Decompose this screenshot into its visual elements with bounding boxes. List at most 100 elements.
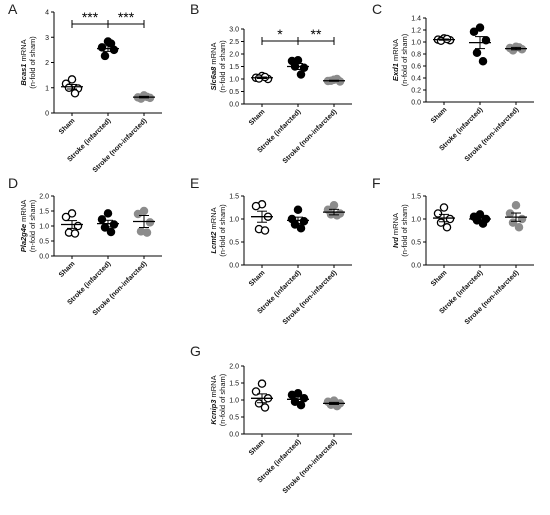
y-tick-label: 0.0 <box>39 254 49 261</box>
data-point <box>514 223 524 232</box>
y-axis-label-line2: (n-fold of sham) <box>400 204 409 257</box>
y-axis-label-unit: mRNA <box>209 207 218 231</box>
y-tick-label: 1.2 <box>411 28 421 35</box>
panel-letter: A <box>8 1 18 17</box>
y-axis-label-line2: (n-fold of sham) <box>28 36 37 89</box>
data-point <box>511 200 521 210</box>
panel-letter: F <box>372 175 381 191</box>
data-point <box>299 394 309 403</box>
x-tick-label: Sham <box>248 108 266 126</box>
y-tick-label: 0.2 <box>411 88 421 95</box>
y-axis-label-gene: Pla2g4e <box>19 224 28 252</box>
y-tick-label: 0.5 <box>39 239 49 246</box>
y-tick-label: 1.5 <box>229 64 239 71</box>
y-axis-label: Pla2g4e mRNA(n-fold of sham) <box>19 199 37 252</box>
data-point <box>436 218 446 227</box>
data-point <box>145 218 155 227</box>
data-point <box>329 200 339 210</box>
y-tick-label: 2.5 <box>229 39 239 46</box>
data-point <box>61 212 71 222</box>
panel-letter: C <box>372 1 382 17</box>
y-axis-label-gene: Kcnip3 <box>209 399 218 425</box>
y-axis-label: Bcas1 mRNA(n-fold of sham) <box>19 36 37 89</box>
y-tick-label: 0.0 <box>411 263 421 270</box>
data-point <box>100 51 110 61</box>
y-tick-label: 1.0 <box>411 217 421 224</box>
y-tick-label: 2 <box>45 60 49 67</box>
y-axis-label-line2: (n-fold of sham) <box>218 40 227 93</box>
data-point <box>109 220 119 229</box>
data-point <box>97 215 107 224</box>
y-axis-label-gene: Ivd <box>391 237 400 248</box>
y-tick-label: 0.0 <box>229 432 239 439</box>
x-tick-label: Sham <box>248 438 266 456</box>
y-axis-label-gene: Bcas1 <box>19 64 28 86</box>
y-tick-label: 1.0 <box>229 217 239 224</box>
y-axis-label: Ivd mRNA(n-fold of sham) <box>391 204 409 257</box>
y-tick-label: 0.6 <box>411 64 421 71</box>
data-point <box>475 23 485 32</box>
data-point <box>70 89 80 98</box>
y-axis-label: Kcnip3 mRNA(n-fold of sham) <box>209 373 227 426</box>
y-axis-label-unit: mRNA <box>209 43 218 67</box>
y-axis-label-line2: (n-fold of sham) <box>400 33 409 86</box>
significance-label: *** <box>82 9 99 25</box>
data-point <box>67 75 77 84</box>
y-tick-label: 1 <box>45 85 49 92</box>
y-axis-label-unit: mRNA <box>391 39 400 63</box>
y-tick-label: 0.4 <box>411 76 421 83</box>
panel-g: G Kcnip3 mRNA(n-fold of sham)0.0 0.5 1.0 1.5… <box>190 343 352 495</box>
significance-label: ** <box>311 26 322 42</box>
data-point <box>296 70 306 79</box>
x-tick-label: Sham <box>430 106 448 124</box>
y-axis-label-line2: (n-fold of sham) <box>218 204 227 257</box>
y-tick-label: 0.5 <box>229 240 239 247</box>
y-axis-label: Slc6a8 mRNA(n-fold of sham) <box>209 40 227 93</box>
data-point <box>97 43 107 52</box>
data-point <box>293 205 303 215</box>
data-point <box>133 209 143 219</box>
data-point <box>70 229 80 238</box>
data-point <box>67 209 77 218</box>
data-point <box>299 63 309 73</box>
y-tick-label: 3.0 <box>229 27 239 34</box>
x-tick-label: Sham <box>430 269 448 287</box>
data-point <box>103 209 113 218</box>
y-tick-label: 1.0 <box>229 77 239 84</box>
data-point <box>251 387 261 396</box>
data-point <box>106 227 116 237</box>
significance-label: *** <box>118 9 135 25</box>
data-point <box>257 379 267 388</box>
data-point <box>251 201 261 211</box>
y-axis-label-gene: Slc6a8 <box>209 66 218 91</box>
data-point <box>442 223 452 232</box>
data-point <box>142 228 152 237</box>
panel-letter: G <box>190 343 201 359</box>
y-tick-label: 1.4 <box>411 16 421 23</box>
y-tick-label: 1.5 <box>39 209 49 216</box>
panel-e: E Lcmt2 mRNA(n-fold of sham)0.0 0.5 1.0 1.5 S… <box>190 175 352 326</box>
y-axis-label-line2: (n-fold of sham) <box>28 199 37 252</box>
y-axis-label: Exd1 mRNA(n-fold of sham) <box>391 33 409 86</box>
y-axis-label-unit: mRNA <box>19 200 28 224</box>
data-point <box>299 217 309 226</box>
data-point <box>469 27 479 37</box>
y-axis-label-gene: Exd1 <box>391 63 400 81</box>
y-tick-label: 0.0 <box>229 263 239 270</box>
data-point <box>296 223 306 233</box>
data-point <box>478 219 488 228</box>
data-point <box>439 203 449 212</box>
y-tick-label: 2.0 <box>229 52 239 59</box>
data-point <box>478 56 488 66</box>
data-point <box>260 226 270 235</box>
y-tick-label: 1.0 <box>39 224 49 231</box>
y-tick-label: 3 <box>45 35 49 42</box>
y-tick-label: 4 <box>45 10 49 17</box>
y-axis-label: Lcmt2 mRNA(n-fold of sham) <box>209 204 227 257</box>
y-axis-label-unit: mRNA <box>19 39 28 63</box>
x-tick-label: Sham <box>58 260 76 278</box>
y-tick-label: 0.0 <box>411 100 421 107</box>
